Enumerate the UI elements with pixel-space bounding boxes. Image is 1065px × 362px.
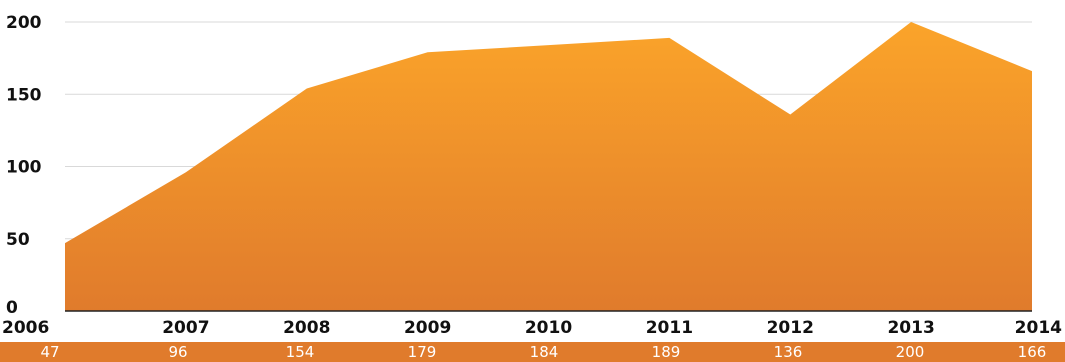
area-series (65, 22, 1032, 311)
area-chart: 0 50 100 150 200 2006 2007 2008 2009 2010 2011 201… (2, 13, 1062, 338)
value-label-band: 47 96 154 179 184 189 136 200 166 (0, 342, 1065, 362)
x-axis: 2006 2007 2008 2009 2010 2011 2012 2013 2014 (2, 318, 1062, 338)
x-tick-label: 2010 (525, 318, 572, 338)
x-tick-label: 2008 (283, 318, 330, 338)
y-tick-label: 0 (6, 298, 18, 318)
data-value-label: 179 (407, 343, 437, 361)
data-value-label: 96 (168, 343, 188, 361)
x-tick-label: 2012 (767, 318, 814, 338)
data-value-label: 200 (895, 343, 925, 361)
data-value-label: 184 (529, 343, 559, 361)
data-value-label: 154 (285, 343, 315, 361)
y-axis: 0 50 100 150 200 (6, 13, 42, 318)
data-value-label: 136 (773, 343, 803, 361)
x-tick-label: 2011 (646, 318, 693, 338)
data-value-label: 47 (40, 343, 60, 361)
x-tick-label: 2006 (2, 318, 49, 338)
x-tick-label: 2007 (162, 318, 209, 338)
x-tick-label: 2014 (1015, 318, 1062, 338)
y-tick-label: 100 (6, 158, 42, 178)
data-value-label: 166 (1017, 343, 1047, 361)
x-tick-label: 2013 (887, 318, 934, 338)
x-tick-label: 2009 (404, 318, 451, 338)
y-tick-label: 200 (6, 13, 42, 33)
y-tick-label: 150 (6, 85, 42, 105)
y-tick-label: 50 (6, 230, 30, 250)
data-value-label: 189 (651, 343, 681, 361)
